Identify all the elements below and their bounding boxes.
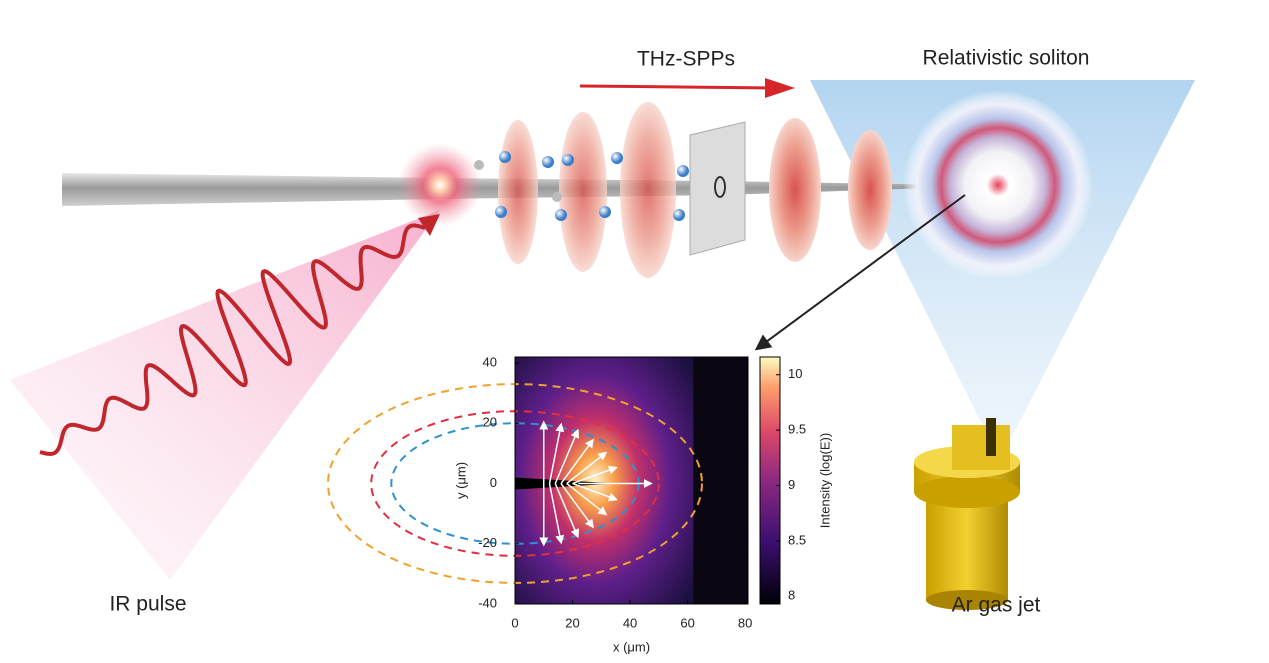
field-arrow xyxy=(548,483,565,545)
soliton-label: Relativistic soliton xyxy=(923,47,1090,70)
jet-label: Ar gas jet xyxy=(952,594,1041,617)
zoom-arrow xyxy=(754,194,966,351)
y-axis-label: y (μm) xyxy=(453,462,468,499)
field-arrow xyxy=(554,483,580,539)
plot-frame xyxy=(514,356,749,605)
soliton xyxy=(903,90,1093,280)
colorbar-tick-label: 9.5 xyxy=(788,422,806,437)
field-arrow xyxy=(572,465,618,485)
gas-jet xyxy=(914,418,1020,610)
ir-arrowhead xyxy=(418,214,440,236)
thz-arrowhead xyxy=(765,78,795,98)
hole xyxy=(714,176,726,198)
ir-wave xyxy=(39,223,426,456)
field-arrow xyxy=(560,438,594,484)
field-arrow xyxy=(572,482,618,502)
focus-glow xyxy=(398,143,482,227)
inset-plot: 0 20 40 60 80 40 20 0 -20 -40 x (μm) y (μm) 8 8.5 9 9.5… xyxy=(327,354,832,654)
thz-label: THz-SPPs xyxy=(637,48,735,71)
ir-label: IR pulse xyxy=(109,593,186,616)
x-tick-label: 20 xyxy=(565,615,579,630)
field-arrow xyxy=(554,428,580,484)
laser-cone xyxy=(10,210,440,580)
x-axis-label: x (μm) xyxy=(613,639,650,654)
field-arrow xyxy=(566,482,608,516)
y-tick-label: -20 xyxy=(478,535,497,550)
y-tick-label: 20 xyxy=(483,415,497,430)
thz-arrow xyxy=(579,84,781,90)
electrons xyxy=(474,151,689,221)
x-tick-label: 40 xyxy=(623,615,637,630)
y-tick-label: -40 xyxy=(478,595,497,610)
wave-packets xyxy=(498,102,892,278)
needle xyxy=(515,477,616,490)
colorbar xyxy=(759,356,781,605)
x-tick-label: 0 xyxy=(511,615,518,630)
y-tick-label: 0 xyxy=(490,475,497,490)
colorbar-tick-label: 10 xyxy=(788,366,802,381)
colorbar-tick-label: 9 xyxy=(788,477,795,492)
x-tick-label: 60 xyxy=(680,615,694,630)
colorbar-tick-label: 8.5 xyxy=(788,532,806,547)
y-tick-label: 40 xyxy=(483,354,497,369)
field-arrow xyxy=(566,451,608,485)
x-tick-label: 80 xyxy=(738,615,752,630)
field-arrow xyxy=(548,422,565,484)
foil xyxy=(689,121,746,256)
colorbar-tick-label: 8 xyxy=(788,588,795,603)
colorbar-label: Intensity (log(E)) xyxy=(817,433,832,528)
field-arrow xyxy=(560,483,594,529)
